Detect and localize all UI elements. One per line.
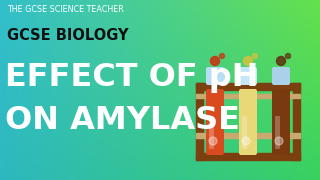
- FancyBboxPatch shape: [209, 116, 214, 149]
- Polygon shape: [196, 133, 300, 138]
- Text: ON AMYLASE: ON AMYLASE: [5, 105, 240, 136]
- FancyBboxPatch shape: [239, 67, 257, 85]
- Circle shape: [276, 57, 285, 66]
- Circle shape: [242, 137, 250, 145]
- Circle shape: [211, 57, 220, 66]
- Circle shape: [220, 53, 225, 59]
- FancyBboxPatch shape: [206, 67, 224, 85]
- FancyBboxPatch shape: [272, 67, 290, 85]
- Polygon shape: [196, 83, 300, 90]
- Text: GCSE BIOLOGY: GCSE BIOLOGY: [7, 28, 129, 43]
- Text: THE GCSE SCIENCE TEACHER: THE GCSE SCIENCE TEACHER: [7, 5, 124, 14]
- FancyBboxPatch shape: [272, 89, 290, 155]
- Circle shape: [275, 137, 283, 145]
- Circle shape: [244, 57, 252, 66]
- Circle shape: [209, 137, 217, 145]
- Circle shape: [285, 53, 291, 59]
- Polygon shape: [196, 83, 203, 160]
- Polygon shape: [196, 94, 300, 98]
- FancyBboxPatch shape: [242, 116, 247, 149]
- FancyBboxPatch shape: [239, 89, 257, 155]
- FancyBboxPatch shape: [206, 89, 224, 155]
- Text: EFFECT OF pH: EFFECT OF pH: [5, 62, 259, 93]
- FancyBboxPatch shape: [275, 116, 280, 149]
- Polygon shape: [293, 83, 300, 160]
- Polygon shape: [196, 153, 300, 160]
- Circle shape: [252, 53, 258, 59]
